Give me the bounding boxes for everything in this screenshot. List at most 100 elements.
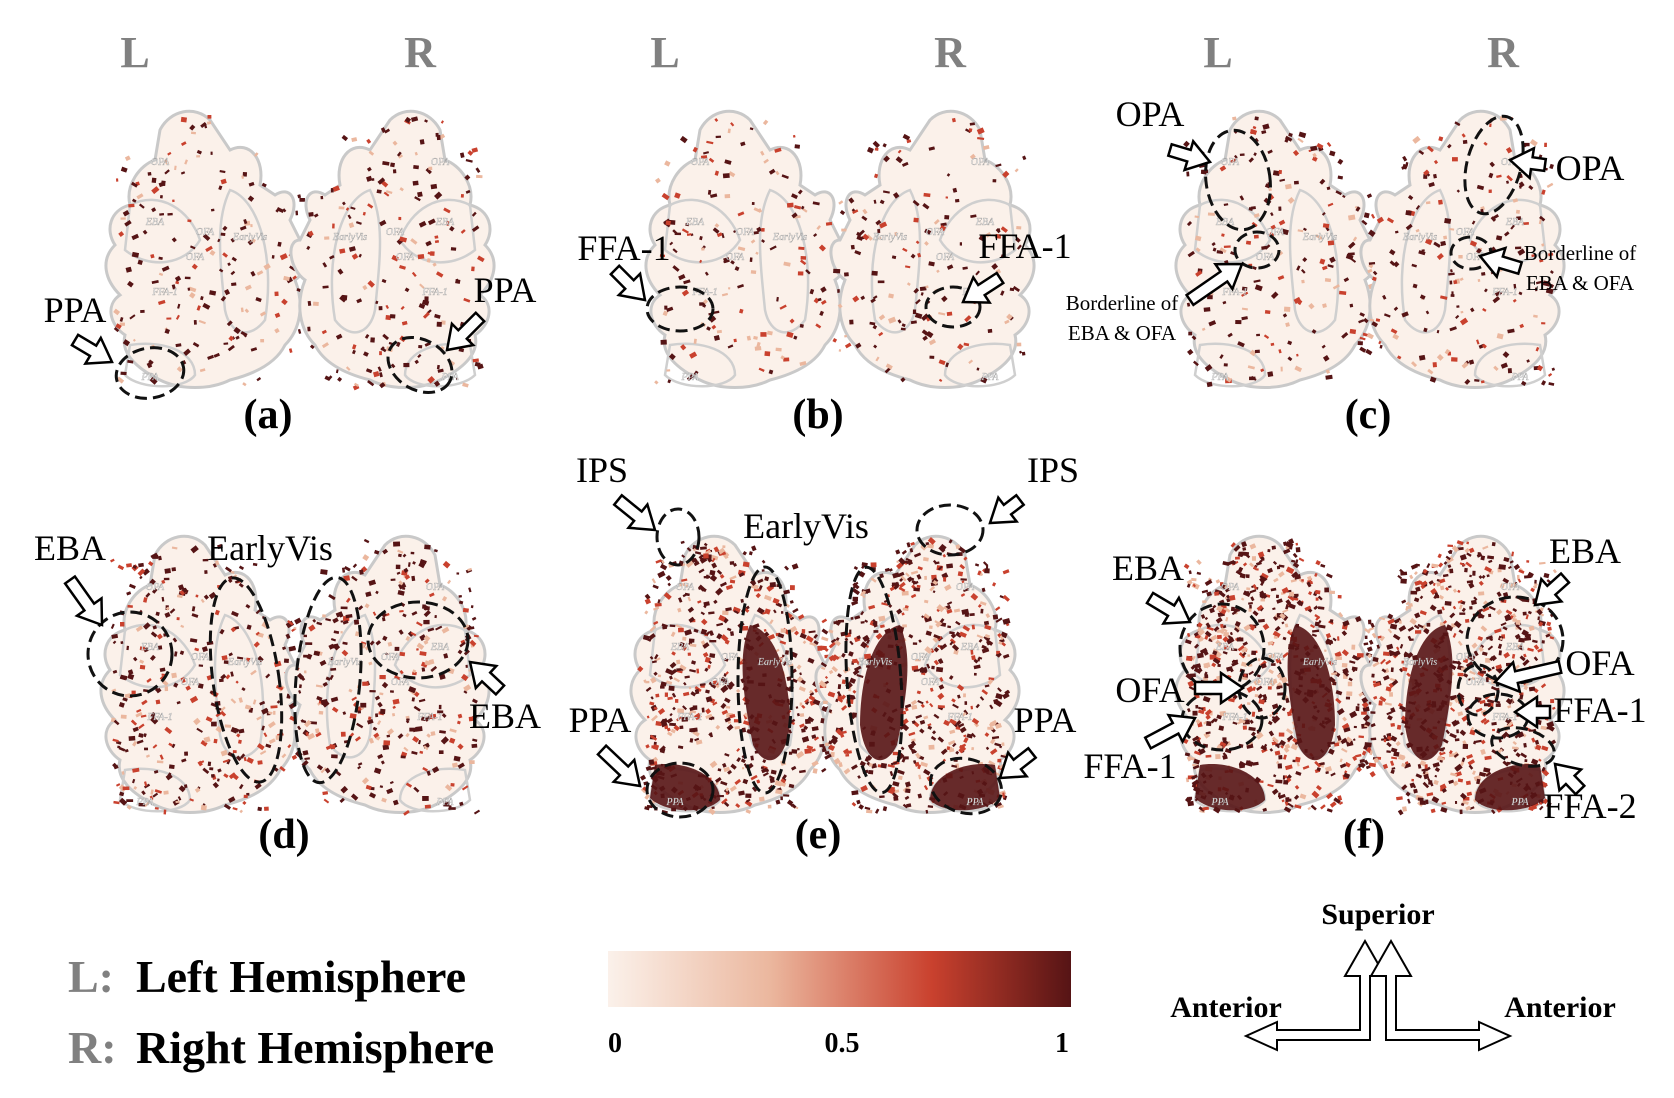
activation-left-0 [142, 229, 148, 235]
activation-right-3 [466, 624, 472, 631]
activation-right-2 [1488, 189, 1492, 193]
activation-left-5 [1215, 617, 1223, 624]
activation-left-5 [1286, 774, 1292, 780]
activation-right-4 [989, 704, 994, 710]
activation-left-5 [1346, 691, 1353, 697]
activation-left-1 [791, 193, 798, 200]
activation-right-3 [387, 641, 393, 647]
activation-left-1 [768, 168, 776, 175]
activation-right-1 [922, 203, 930, 210]
activation-left-5 [1273, 577, 1279, 583]
activation-left-2 [1315, 234, 1323, 240]
activation-left-4 [765, 768, 770, 773]
roi-outline-label-ofa: OFA [1256, 677, 1275, 688]
activation-right-4 [879, 795, 885, 799]
activation-right-1 [975, 270, 980, 276]
activation-left-0 [164, 158, 169, 165]
activation-left-4 [689, 668, 696, 673]
activation-right-3 [392, 799, 399, 806]
activation-right-0 [322, 262, 328, 268]
activation-left-3 [141, 790, 146, 796]
activation-left-1 [764, 351, 771, 357]
activation-left-5 [1249, 562, 1255, 568]
activation-left-5 [1315, 615, 1321, 621]
activation-left-5 [1334, 651, 1342, 658]
activation-left-5 [1194, 643, 1200, 649]
activation-right-1 [875, 356, 880, 362]
activation-left-4 [764, 576, 770, 582]
activation-left-5 [1192, 583, 1196, 588]
activation-right-4 [973, 722, 979, 728]
activation-left-1 [664, 160, 671, 167]
activation-right-5 [1444, 600, 1452, 606]
callout-border-left-line1-c: Borderline of [1066, 291, 1179, 315]
roi-outline-right-1-3 [943, 342, 1017, 388]
activation-left-4 [811, 734, 817, 739]
activation-right-2 [1389, 260, 1396, 267]
activation-left-3 [201, 646, 209, 653]
activation-left-4 [738, 572, 745, 578]
activation-left-4 [723, 789, 730, 795]
activation-right-4 [925, 541, 930, 546]
activation-right-1 [879, 199, 885, 205]
activation-right-3 [469, 639, 477, 647]
activation-left-1 [762, 119, 769, 126]
activation-left-0 [243, 218, 248, 225]
activation-right-4 [997, 687, 1002, 693]
activation-right-2 [1436, 329, 1440, 334]
activation-left-2 [1284, 137, 1290, 143]
activation-left-4 [671, 651, 676, 656]
activation-left-4 [677, 627, 684, 633]
activation-right-3 [340, 785, 349, 794]
activation-left-4 [743, 720, 751, 726]
blob2-left-4 [650, 764, 720, 811]
activation-left-4 [722, 545, 726, 549]
activation-left-4 [682, 691, 690, 697]
activation-right-1 [860, 295, 866, 301]
activation-right-4 [913, 759, 917, 764]
activation-right-5 [1524, 759, 1528, 763]
activation-right-4 [900, 575, 907, 582]
activation-right-3 [291, 754, 298, 760]
activation-right-3 [409, 727, 416, 732]
activation-right-2 [1516, 216, 1522, 221]
activation-right-0 [418, 303, 426, 309]
activation-left-5 [1290, 743, 1299, 751]
activation-right-4 [943, 719, 951, 727]
activation-left-5 [1231, 659, 1239, 664]
activation-right-1 [895, 156, 903, 164]
activation-right-0 [338, 206, 345, 210]
activation-left-3 [191, 613, 199, 618]
activation-left-5 [1222, 636, 1229, 643]
activation-right-1 [938, 312, 946, 316]
colorbar-tick-0: 0 [608, 1028, 622, 1059]
activation-right-3 [402, 587, 406, 590]
activation-left-4 [668, 675, 673, 680]
activation-left-0 [199, 368, 206, 373]
activation-left-0 [193, 319, 197, 325]
activation-left-4 [687, 596, 692, 602]
activation-left-2 [1325, 226, 1330, 232]
activation-left-3 [222, 759, 230, 764]
activation-right-4 [939, 660, 944, 664]
activation-right-2 [1383, 313, 1391, 318]
activation-left-5 [1245, 574, 1250, 579]
activation-left-1 [714, 118, 719, 122]
activation-left-3 [155, 699, 161, 705]
activation-right-4 [898, 586, 906, 592]
activation-right-3 [412, 671, 417, 676]
activation-left-5 [1238, 760, 1246, 768]
activation-right-1 [977, 137, 985, 140]
activation-right-3 [398, 580, 404, 586]
activation-right-5 [1454, 738, 1460, 742]
activation-right-2 [1494, 290, 1503, 297]
activation-left-1 [699, 235, 703, 241]
activation-right-3 [425, 660, 431, 666]
activation-right-4 [918, 639, 922, 643]
activation-left-4 [788, 783, 795, 789]
activation-right-4 [858, 804, 864, 810]
activation-left-0 [113, 308, 121, 316]
activation-right-1 [837, 303, 843, 309]
activation-left-4 [700, 628, 708, 636]
activation-left-4 [723, 554, 729, 560]
